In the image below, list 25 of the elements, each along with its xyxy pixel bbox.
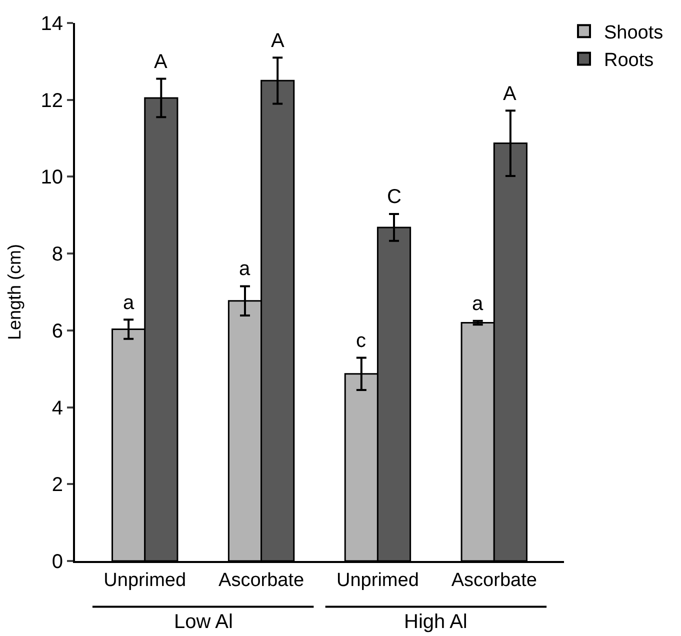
y-tick-label: 6	[52, 320, 63, 342]
data-label: a	[123, 292, 135, 314]
data-label: a	[472, 293, 484, 315]
data-label: A	[503, 83, 517, 105]
data-label: a	[239, 258, 251, 280]
x-tick-label: Unprimed	[104, 570, 186, 591]
y-tick-label: 2	[52, 474, 63, 496]
data-label: A	[271, 30, 285, 52]
y-tick-label: 14	[40, 13, 63, 35]
y-tick-label: 10	[40, 166, 63, 189]
x-tick-label: Ascorbate	[218, 570, 304, 591]
legend-label: Roots	[604, 50, 654, 72]
y-axis-title: Length (cm)	[4, 244, 24, 340]
data-label: A	[154, 51, 168, 73]
y-tick-label: 8	[52, 244, 63, 266]
y-tick-label: 0	[52, 551, 63, 573]
data-label: c	[356, 330, 366, 352]
y-tick-label: 4	[52, 397, 63, 420]
y-tick-label: 12	[40, 90, 63, 112]
text: High Al	[404, 611, 468, 633]
x-tick-label: Unprimed	[336, 570, 419, 591]
text: Low Al	[174, 611, 233, 633]
legend-label: Shoots	[604, 22, 664, 44]
data-label: C	[387, 186, 402, 208]
x-tick-label: Ascorbate	[451, 570, 537, 591]
